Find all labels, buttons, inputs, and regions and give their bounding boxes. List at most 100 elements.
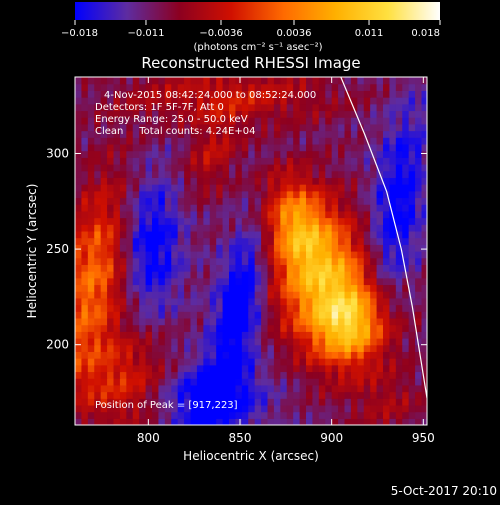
heatmap-cell [363,217,371,225]
heatmap-cell [325,83,333,91]
heatmap-cell [152,418,160,425]
heatmap-cell [267,137,275,145]
heatmap-cell [145,404,153,413]
heatmap-cell [81,224,89,232]
heatmap-cell [299,184,307,192]
heatmap-cell [145,317,153,326]
heatmap-cell [325,317,333,326]
heatmap-cell [248,358,256,366]
heatmap-cell [75,391,83,399]
heatmap-cell [229,143,237,152]
heatmap-cell [312,244,320,252]
heatmap-cell [402,237,410,245]
heatmap-cell [267,271,275,279]
heatmap-cell [113,378,121,386]
heatmap-cell [229,150,237,158]
heatmap-cell [248,170,256,178]
x-tick-label: 900 [320,431,343,445]
heatmap-cell [152,291,160,299]
heatmap-cell [325,197,333,205]
heatmap-cell [190,103,198,112]
heatmap-cell [273,364,281,373]
heatmap-cell [280,331,288,339]
heatmap-cell [87,338,95,346]
heatmap-cell [280,317,288,326]
heatmap-cell [100,257,108,265]
heatmap-cell [415,143,423,152]
heatmap-cell [216,358,224,366]
heatmap-cell [139,257,147,265]
heatmap-cell [190,210,198,219]
heatmap-cell [280,117,288,125]
heatmap-cell [158,164,166,172]
heatmap-cell [383,277,391,286]
heatmap-cell [383,244,391,252]
heatmap-cell [126,304,134,312]
heatmap-cell [325,324,333,332]
heatmap-cell [350,317,358,326]
heatmap-cell [87,244,95,252]
heatmap-cell [139,311,147,319]
heatmap-cell [299,90,307,98]
heatmap-cell [248,284,256,292]
heatmap-cell [190,317,198,326]
heatmap-cell [338,237,346,245]
heatmap-cell [145,311,153,319]
heatmap-cell [229,371,237,379]
heatmap-cell [107,177,115,185]
heatmap-cell [196,264,204,272]
heatmap-cell [222,197,230,205]
heatmap-cell [100,190,108,199]
heatmap-cell [344,103,352,112]
heatmap-cell [408,344,416,352]
heatmap-cell [318,110,326,118]
heatmap-cell [132,150,140,158]
heatmap-cell [408,117,416,125]
heatmap-cell [293,404,301,413]
heatmap-cell [222,311,230,319]
heatmap-cell [196,284,204,292]
heatmap-cell [126,237,134,245]
heatmap-cell [408,418,416,425]
heatmap-cell [171,371,179,379]
heatmap-cell [280,224,288,232]
heatmap-cell [331,117,339,125]
heatmap-cell [209,398,217,406]
heatmap-cell [196,210,204,219]
heatmap-cell [113,297,121,306]
heatmap-cell [81,358,89,366]
heatmap-cell [286,297,294,306]
heatmap-cell [107,83,115,91]
heatmap-cell [350,197,358,205]
heatmap-cell [389,197,397,205]
heatmap-cell [196,404,204,413]
heatmap-cell [389,110,397,118]
heatmap-cell [107,170,115,178]
heatmap-cell [75,157,83,165]
heatmap-cell [139,117,147,125]
heatmap-cell [229,197,237,205]
heatmap-cell [177,210,185,219]
heatmap-cell [267,344,275,352]
heatmap-cell [248,331,256,339]
heatmap-cell [229,418,237,425]
heatmap-cell [338,77,346,85]
heatmap-cell [235,264,243,272]
heatmap-cell [306,170,314,178]
heatmap-cell [299,358,307,366]
heatmap-cell [350,210,358,219]
heatmap-cell [209,110,217,118]
heatmap-cell [87,304,95,312]
heatmap-cell [350,398,358,406]
heatmap-cell [209,177,217,185]
heatmap-cell [261,257,269,265]
heatmap-cell [306,291,314,299]
heatmap-cell [145,331,153,339]
heatmap-cell [235,123,243,132]
heatmap-cell [261,404,269,413]
heatmap-cell [81,103,89,112]
heatmap-cell [383,304,391,312]
heatmap-cell [363,130,371,138]
heatmap-cell [184,257,192,265]
heatmap-cell [113,358,121,366]
